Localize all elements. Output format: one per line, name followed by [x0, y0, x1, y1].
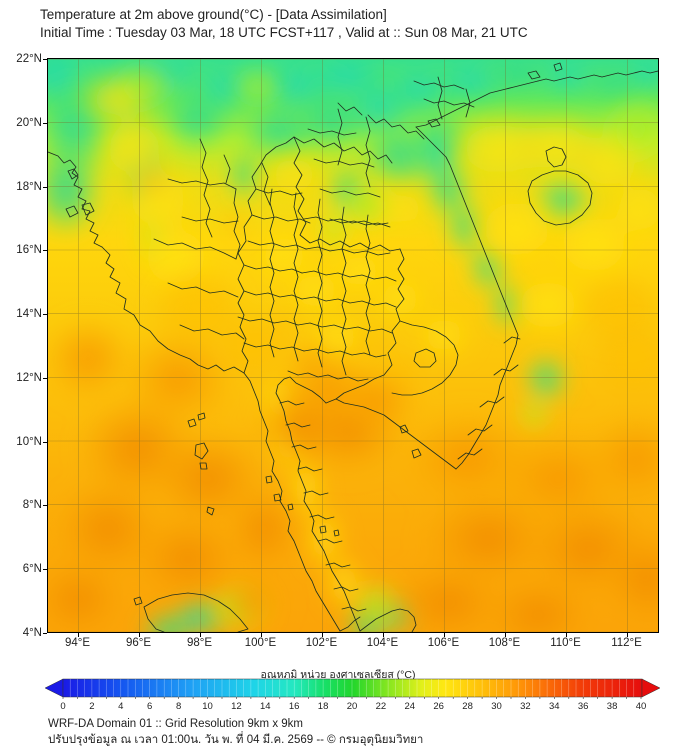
colorbar-tick-2: 2	[89, 701, 95, 712]
colorbar-left-extend	[45, 678, 64, 698]
xtick-mark	[321, 633, 323, 637]
colorbar-tick-24: 24	[404, 701, 416, 712]
colorbar-title: อุณหภูมิ หน่วย องศาเซลเซียส (°C)	[260, 669, 416, 681]
xtick-mark	[77, 633, 79, 637]
temperature-map[interactable]	[47, 58, 659, 633]
graticule	[48, 59, 658, 632]
xtick-mark	[199, 633, 201, 637]
colorbar-tick-12: 12	[231, 701, 242, 712]
xtick-mark	[504, 633, 506, 637]
colorbar-tick-labels: 0 2 4 6 8 10 12 14 16 18 20 22 24 26 28 …	[0, 0, 676, 712]
title-line-2: Initial Time : Tuesday 03 Mar, 18 UTC FC…	[40, 24, 528, 40]
ytick-label-14n: 14°N	[16, 308, 42, 321]
ytick-label-10n: 10°N	[16, 435, 42, 448]
page-title: Temperature at 2m above ground(°C) - [Da…	[40, 6, 660, 41]
colorbar-tick-14: 14	[260, 701, 271, 712]
colorbar[interactable]	[45, 677, 660, 699]
colorbar-segment-lines	[69, 679, 635, 697]
colorbar-tick-38: 38	[606, 701, 618, 712]
footer-line-1: WRF-DA Domain 01 :: Grid Resolution 9km …	[48, 718, 303, 730]
colorbar-right-extend	[641, 678, 660, 698]
xtick-mark	[382, 633, 384, 637]
temperature-field-svg	[48, 59, 658, 632]
title-line-1: Temperature at 2m above ground(°C) - [Da…	[40, 7, 387, 22]
colorbar-tick-16: 16	[288, 701, 300, 712]
ytick-mark	[43, 441, 47, 443]
ytick-mark	[43, 633, 47, 634]
colorbar-tick-6: 6	[147, 701, 153, 712]
ytick-label-20n: 20°N	[16, 116, 42, 129]
xtick-label-94e: 94°E	[64, 637, 91, 649]
footer-line-2: ปรับปรุงข้อมูล ณ เวลา 01:00น. วัน พ. ที่…	[48, 734, 424, 746]
colorbar-tick-32: 32	[520, 701, 531, 712]
colorbar-tick-4: 4	[118, 701, 124, 712]
colorbar-tick-marks	[62, 697, 642, 699]
ytick-label-8n: 8°N	[22, 499, 42, 512]
footer: WRF-DA Domain 01 :: Grid Resolution 9km …	[48, 716, 648, 748]
ytick-mark	[43, 122, 47, 124]
ytick-mark	[43, 377, 47, 379]
colorbar-tick-40: 40	[635, 701, 647, 712]
colorbar-tick-20: 20	[346, 701, 358, 712]
colorbar-tick-18: 18	[317, 701, 329, 712]
colorbar-tick-0: 0	[60, 701, 66, 712]
xtick-mark	[443, 633, 445, 637]
ytick-label-18n: 18°N	[16, 180, 42, 193]
ytick-mark	[43, 314, 47, 316]
ytick-mark	[43, 505, 47, 507]
ytick-mark	[43, 186, 47, 188]
colorbar-tick-34: 34	[549, 701, 560, 712]
ytick-mark	[43, 59, 47, 60]
colorbar-tick-36: 36	[577, 701, 589, 712]
ytick-label-6n: 6°N	[22, 563, 42, 576]
xtick-label-104e: 104°E	[366, 637, 399, 649]
xtick-mark	[626, 633, 628, 637]
colorbar-tick-30: 30	[491, 701, 502, 712]
xtick-mark	[260, 633, 262, 637]
colorbar-svg	[45, 678, 660, 699]
ytick-mark	[43, 569, 47, 571]
colorbar-tick-8: 8	[175, 701, 182, 712]
xtick-mark	[565, 633, 567, 637]
xtick-label-106e: 106°E	[427, 637, 460, 649]
ytick-label-12n: 12°N	[16, 371, 42, 384]
xtick-label-108e: 108°E	[488, 637, 521, 649]
xtick-label-102e: 102°E	[305, 637, 338, 649]
colorbar-tick-22: 22	[375, 701, 387, 712]
coastlines-and-borders	[48, 62, 658, 632]
xtick-label-110e: 110°E	[550, 637, 581, 649]
ytick-label-22n: 22°N	[16, 53, 42, 65]
xtick-label-100e: 100°E	[244, 637, 277, 649]
xtick-mark	[138, 633, 140, 637]
xtick-label-112e: 112°E	[611, 637, 642, 649]
xtick-label-98e: 98°E	[186, 637, 213, 649]
colorbar-tick-26: 26	[433, 701, 444, 712]
ytick-mark	[43, 250, 47, 252]
colorbar-tick-28: 28	[462, 701, 473, 712]
xtick-label-96e: 96°E	[125, 637, 152, 649]
ytick-label-16n: 16°N	[16, 244, 42, 257]
colorbar-tick-10: 10	[202, 701, 213, 712]
ytick-label-4n: 4°N	[22, 627, 42, 639]
